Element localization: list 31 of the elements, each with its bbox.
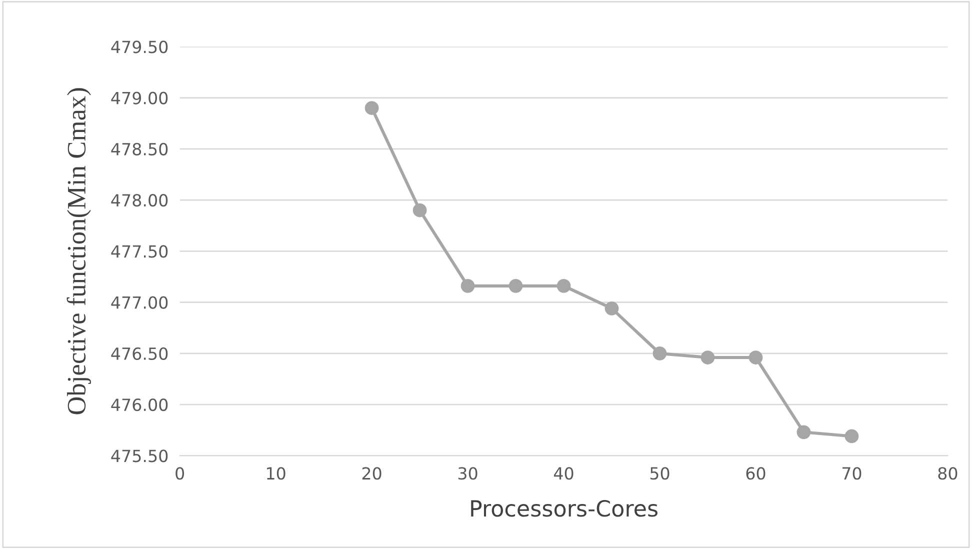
point (556, 278, 571, 293)
point (844, 429, 859, 444)
y-tick-label: 477.50 (111, 245, 168, 258)
point (796, 425, 811, 440)
x-tick-label: 80 (938, 467, 958, 480)
y-tick-label: 478.00 (111, 194, 168, 207)
y-tick-label: 475.50 (111, 450, 168, 462)
x-tick-label: 40 (554, 467, 574, 480)
y-axis-title: Objective function(Min Cmax) (66, 88, 91, 414)
x-tick-label: 10 (267, 467, 286, 480)
x-tick-label: 30 (458, 467, 478, 480)
y-tick-label: 476.00 (111, 398, 168, 412)
point (508, 278, 523, 293)
point (700, 350, 715, 364)
point (652, 346, 667, 360)
point (412, 203, 427, 218)
x-tick-label: 20 (362, 467, 382, 480)
point (604, 301, 619, 316)
x-tick-label: 70 (842, 467, 862, 480)
x-tick-label: 0 (176, 467, 184, 480)
point (748, 350, 763, 364)
y-tick-label: 477.00 (111, 296, 168, 309)
x-axis-title: Processors-Cores (471, 500, 658, 517)
y-tick-label: 476.50 (111, 347, 168, 360)
y-tick-label: 479.00 (111, 92, 168, 104)
x-tick-label: 50 (650, 467, 670, 480)
x-tick-label: 60 (746, 467, 766, 480)
point (364, 101, 379, 115)
y-tick-label: 478.50 (111, 142, 168, 156)
y-tick-label: 479.50 (111, 40, 168, 54)
point (460, 278, 475, 293)
